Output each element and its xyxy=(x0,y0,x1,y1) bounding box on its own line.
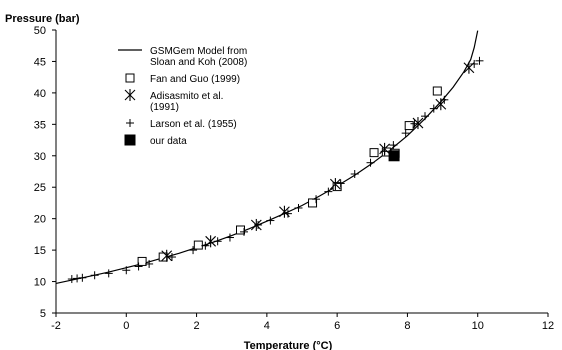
y-tick-label: 5 xyxy=(40,308,46,320)
plus-point xyxy=(410,119,419,128)
plus-point xyxy=(201,241,210,250)
asterisk-point xyxy=(329,178,341,191)
plus-point xyxy=(312,195,321,204)
filled-square-marker xyxy=(124,134,136,146)
plus-point xyxy=(213,237,222,246)
x-tick-label: 0 xyxy=(123,320,129,332)
open-square-marker xyxy=(236,225,245,235)
plus-point xyxy=(254,220,263,229)
legend-label: Larson et al. (1955) xyxy=(150,119,237,130)
plus-point xyxy=(475,56,484,65)
x-tick-label: 12 xyxy=(542,320,554,332)
y-axis-title: Pressure (bar) xyxy=(5,13,80,25)
plus-point xyxy=(145,259,154,268)
open-square-point xyxy=(193,240,203,250)
asterisk-point xyxy=(205,235,217,248)
plus-point xyxy=(225,233,234,242)
plus-point xyxy=(324,187,333,196)
open-square-point xyxy=(137,256,147,266)
plus-point xyxy=(67,275,76,284)
y-tick-label: 45 xyxy=(34,56,46,68)
y-tick-label: 50 xyxy=(34,25,46,37)
legend-marker xyxy=(126,119,134,127)
filled-square-marker xyxy=(388,150,400,162)
y-tick-label: 40 xyxy=(34,88,46,100)
open-square-marker xyxy=(193,240,203,250)
legend-entry: our data xyxy=(124,134,187,147)
plus-point xyxy=(189,246,198,255)
y-tick-label: 35 xyxy=(34,119,46,131)
legend-marker xyxy=(124,134,136,146)
open-square-marker xyxy=(137,256,147,266)
plus-point xyxy=(240,227,249,236)
open-square-point xyxy=(432,86,442,96)
y-tick-label: 25 xyxy=(34,182,46,194)
legend-label: our data xyxy=(150,136,187,147)
plus-point xyxy=(294,203,303,212)
legend-marker xyxy=(125,73,135,83)
plus-point xyxy=(78,273,87,282)
x-tick-label: 10 xyxy=(472,320,484,332)
y-tick-label: 15 xyxy=(34,245,46,257)
x-tick-label: 4 xyxy=(264,320,270,332)
open-square-point xyxy=(369,148,379,158)
model-curve xyxy=(55,30,479,284)
plus-point xyxy=(283,209,292,218)
filled-square-point xyxy=(388,150,400,162)
plus-point xyxy=(429,104,438,113)
plus-point xyxy=(440,95,449,104)
plus-point xyxy=(380,147,389,156)
open-square-marker xyxy=(369,148,379,158)
asterisk-point xyxy=(161,249,173,262)
x-axis-title: Temperature (°C) xyxy=(244,340,333,350)
open-square-marker xyxy=(308,198,318,208)
open-square-marker xyxy=(125,73,135,83)
plus-point xyxy=(266,216,275,225)
legend-label: Sloan and Koh (2008) xyxy=(150,57,247,68)
plus-point xyxy=(73,274,82,283)
plus-point xyxy=(366,158,375,167)
x-tick-label: 8 xyxy=(404,320,410,332)
open-square-marker xyxy=(404,121,414,131)
legend-label: (1991) xyxy=(150,102,179,113)
legend-marker xyxy=(124,89,136,101)
plus-point xyxy=(350,170,359,179)
legend-label: GSMGem Model from xyxy=(150,46,247,57)
plus-point xyxy=(104,269,113,278)
x-tick-label: 6 xyxy=(334,320,340,332)
y-tick-label: 20 xyxy=(34,214,46,226)
open-square-point xyxy=(236,225,245,235)
legend-entry: Fan and Guo (1999) xyxy=(125,73,240,85)
plus-point xyxy=(470,59,479,68)
plus-point xyxy=(90,271,99,280)
plus-point xyxy=(389,141,398,150)
x-tick-label: -2 xyxy=(51,320,61,332)
plus-point xyxy=(134,262,143,271)
plus-point xyxy=(167,253,176,262)
y-tick-label: 30 xyxy=(34,151,46,163)
plus-point xyxy=(401,129,410,138)
x-tick-label: 2 xyxy=(194,320,200,332)
open-square-point xyxy=(404,121,414,131)
legend-entry: Adisasmito et al.(1991) xyxy=(124,89,223,113)
legend-label: Adisasmito et al. xyxy=(150,91,223,102)
tick-labels: 5 10 15 20 25 30 35 40 45 50 -2 0 2 4 6 8 10 12 xyxy=(34,25,554,332)
data-points xyxy=(67,56,484,284)
axes xyxy=(52,29,549,317)
legend-label: Fan and Guo (1999) xyxy=(150,74,240,85)
y-tick-label: 10 xyxy=(34,277,46,289)
plus-point xyxy=(336,179,345,188)
plus-point xyxy=(421,112,429,121)
open-square-marker xyxy=(432,86,442,96)
legend-entry: Larson et al. (1955) xyxy=(126,119,237,130)
open-square-point xyxy=(308,198,318,208)
plus-point xyxy=(122,266,131,275)
model-curve-line xyxy=(55,30,479,284)
